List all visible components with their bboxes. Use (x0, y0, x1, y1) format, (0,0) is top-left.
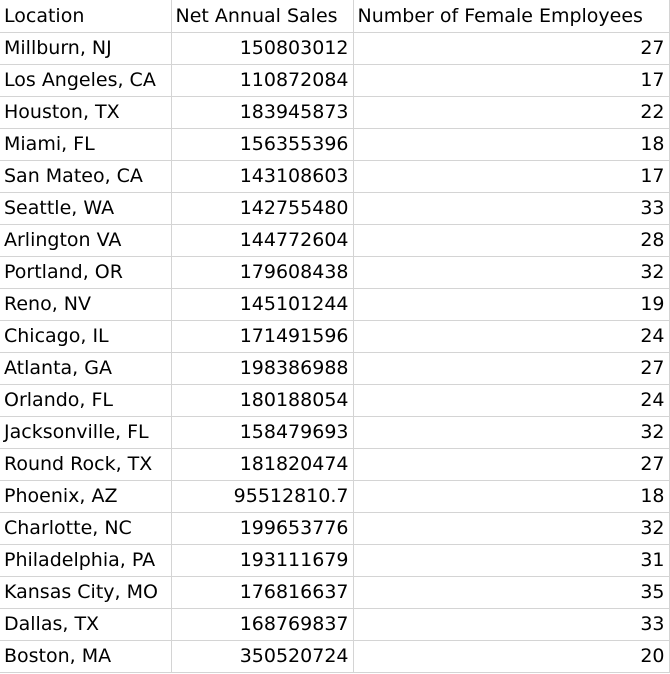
table-row: Reno, NV 145101244 19 (0, 287, 670, 321)
female-employees-cell[interactable]: 19 (352, 287, 670, 321)
net-annual-sales-cell[interactable]: 179608438 (170, 255, 354, 289)
female-employees-cell[interactable]: 32 (352, 511, 670, 545)
location-cell[interactable]: Miami, FL (0, 127, 172, 161)
net-annual-sales-cell[interactable]: 142755480 (170, 191, 354, 225)
female-employees-cell[interactable]: 20 (352, 639, 670, 673)
female-employees-cell[interactable]: 18 (352, 479, 670, 513)
female-employees-cell[interactable]: 32 (352, 255, 670, 289)
location-cell[interactable]: Jacksonville, FL (0, 415, 172, 449)
location-cell[interactable]: Phoenix, AZ (0, 479, 172, 513)
female-employees-cell[interactable]: 24 (352, 319, 670, 353)
location-cell[interactable]: Millburn, NJ (0, 31, 172, 65)
location-cell[interactable]: Kansas City, MO (0, 575, 172, 609)
location-cell[interactable]: Philadelphia, PA (0, 543, 172, 577)
net-annual-sales-cell[interactable]: 144772604 (170, 223, 354, 257)
net-annual-sales-cell[interactable]: 168769837 (170, 607, 354, 641)
net-annual-sales-cell[interactable]: 145101244 (170, 287, 354, 321)
female-employees-cell[interactable]: 18 (352, 127, 670, 161)
table-row: Atlanta, GA 198386988 27 (0, 351, 670, 385)
female-employees-cell[interactable]: 17 (352, 63, 670, 97)
location-cell[interactable]: Reno, NV (0, 287, 172, 321)
table-row: Los Angeles, CA 110872084 17 (0, 63, 670, 97)
header-cell-location[interactable]: Location (0, 0, 172, 33)
female-employees-cell[interactable]: 32 (352, 415, 670, 449)
female-employees-cell[interactable]: 27 (352, 351, 670, 385)
female-employees-cell[interactable]: 31 (352, 543, 670, 577)
header-cell-female-employees[interactable]: Number of Female Employees (352, 0, 670, 33)
table-row: Kansas City, MO 176816637 35 (0, 575, 670, 609)
table-row: Phoenix, AZ 95512810.7 18 (0, 479, 670, 513)
table-row: Chicago, IL 171491596 24 (0, 319, 670, 353)
location-cell[interactable]: Charlotte, NC (0, 511, 172, 545)
table-row: Charlotte, NC 199653776 32 (0, 511, 670, 545)
net-annual-sales-cell[interactable]: 198386988 (170, 351, 354, 385)
net-annual-sales-cell[interactable]: 158479693 (170, 415, 354, 449)
female-employees-cell[interactable]: 17 (352, 159, 670, 193)
location-cell[interactable]: Round Rock, TX (0, 447, 172, 481)
net-annual-sales-cell[interactable]: 181820474 (170, 447, 354, 481)
location-cell[interactable]: Dallas, TX (0, 607, 172, 641)
table-row: Houston, TX 183945873 22 (0, 95, 670, 129)
header-row: Location Net Annual Sales Number of Fema… (0, 0, 670, 33)
net-annual-sales-cell[interactable]: 150803012 (170, 31, 354, 65)
table-row: Millburn, NJ 150803012 27 (0, 31, 670, 65)
female-employees-cell[interactable]: 22 (352, 95, 670, 129)
net-annual-sales-cell[interactable]: 193111679 (170, 543, 354, 577)
table-row: San Mateo, CA 143108603 17 (0, 159, 670, 193)
female-employees-cell[interactable]: 24 (352, 383, 670, 417)
net-annual-sales-cell[interactable]: 180188054 (170, 383, 354, 417)
location-cell[interactable]: Boston, MA (0, 639, 172, 673)
table-row: Philadelphia, PA 193111679 31 (0, 543, 670, 577)
female-employees-cell[interactable]: 33 (352, 607, 670, 641)
net-annual-sales-cell[interactable]: 95512810.7 (170, 479, 354, 513)
female-employees-cell[interactable]: 27 (352, 31, 670, 65)
net-annual-sales-cell[interactable]: 176816637 (170, 575, 354, 609)
net-annual-sales-cell[interactable]: 156355396 (170, 127, 354, 161)
location-cell[interactable]: Los Angeles, CA (0, 63, 172, 97)
net-annual-sales-cell[interactable]: 171491596 (170, 319, 354, 353)
location-cell[interactable]: Portland, OR (0, 255, 172, 289)
table-row: Orlando, FL 180188054 24 (0, 383, 670, 417)
net-annual-sales-cell[interactable]: 199653776 (170, 511, 354, 545)
location-cell[interactable]: Atlanta, GA (0, 351, 172, 385)
location-cell[interactable]: Seattle, WA (0, 191, 172, 225)
table-row: Miami, FL 156355396 18 (0, 127, 670, 161)
net-annual-sales-cell[interactable]: 183945873 (170, 95, 354, 129)
table-row: Jacksonville, FL 158479693 32 (0, 415, 670, 449)
net-annual-sales-cell[interactable]: 350520724 (170, 639, 354, 673)
female-employees-cell[interactable]: 35 (352, 575, 670, 609)
net-annual-sales-cell[interactable]: 110872084 (170, 63, 354, 97)
table-row: Arlington VA 144772604 28 (0, 223, 670, 257)
female-employees-cell[interactable]: 33 (352, 191, 670, 225)
location-cell[interactable]: Orlando, FL (0, 383, 172, 417)
female-employees-cell[interactable]: 27 (352, 447, 670, 481)
location-cell[interactable]: San Mateo, CA (0, 159, 172, 193)
table-row: Boston, MA 350520724 20 (0, 639, 670, 673)
location-cell[interactable]: Arlington VA (0, 223, 172, 257)
location-cell[interactable]: Houston, TX (0, 95, 172, 129)
net-annual-sales-cell[interactable]: 143108603 (170, 159, 354, 193)
location-cell[interactable]: Chicago, IL (0, 319, 172, 353)
header-cell-net-annual-sales[interactable]: Net Annual Sales (170, 0, 354, 33)
table-row: Portland, OR 179608438 32 (0, 255, 670, 289)
table-row: Round Rock, TX 181820474 27 (0, 447, 670, 481)
table-row: Seattle, WA 142755480 33 (0, 191, 670, 225)
female-employees-cell[interactable]: 28 (352, 223, 670, 257)
table-row: Dallas, TX 168769837 33 (0, 607, 670, 641)
